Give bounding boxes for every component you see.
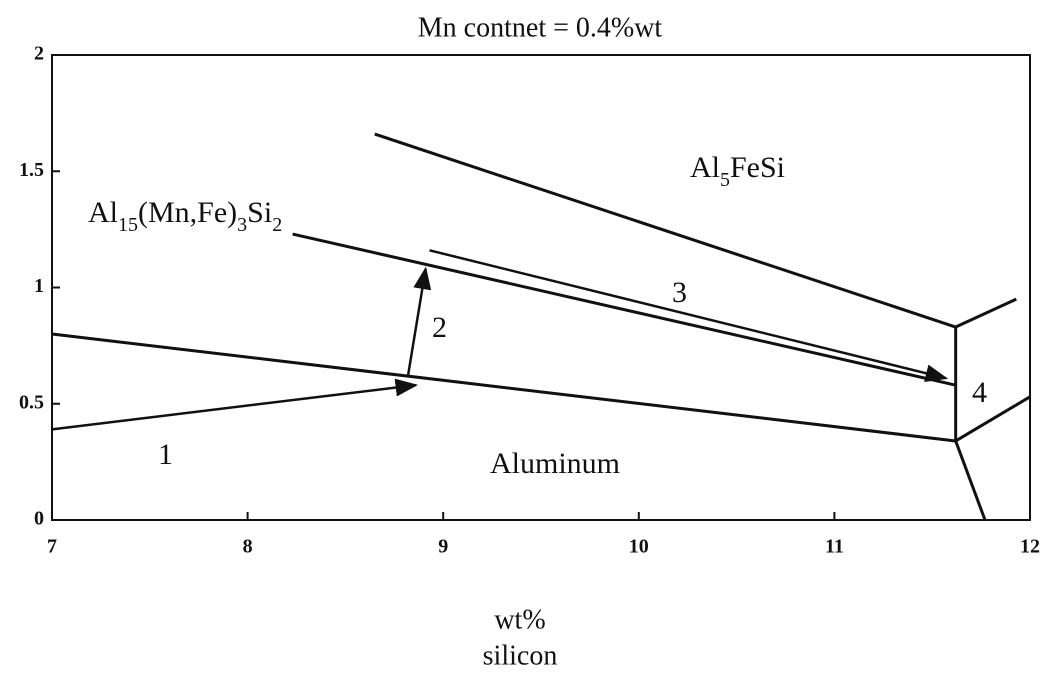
- annotation-part: 1: [158, 438, 173, 471]
- annotation: 1: [158, 438, 173, 471]
- annotation-part: Si: [247, 196, 272, 229]
- phase-boundary: [956, 397, 1030, 441]
- y-tick-label: 1.5: [19, 159, 44, 181]
- annotation: 4: [972, 376, 987, 409]
- annotation-part: Al: [690, 151, 720, 184]
- annotation-part: 2: [272, 214, 282, 236]
- phase-boundary: [956, 299, 1017, 327]
- arrow: [430, 250, 946, 378]
- annotation-part: Aluminum: [490, 447, 620, 480]
- y-tick-label: 0: [34, 508, 44, 530]
- annotation: 2: [432, 311, 447, 344]
- y-tick-label: 0.5: [19, 391, 44, 413]
- phase-boundary: [375, 134, 956, 327]
- x-tick-label: 8: [243, 536, 253, 558]
- x-axis-label: wt%: [494, 604, 545, 635]
- x-tick-label: 11: [825, 536, 844, 558]
- chart-title: Mn contnet = 0.4%wt: [418, 12, 663, 43]
- annotation-part: 4: [972, 376, 987, 409]
- y-tick-label: 2: [34, 43, 44, 65]
- x-tick-label: 10: [629, 536, 649, 558]
- annotation-part: FeSi: [730, 151, 785, 184]
- annotation: Al15(Mn,Fe)3Si2: [88, 196, 282, 236]
- annotation-part: 3: [672, 276, 687, 309]
- annotation-part: 2: [432, 311, 447, 344]
- annotation: Al5FeSi: [690, 151, 785, 191]
- annotation-part: 5: [720, 169, 730, 191]
- phase-boundary: [52, 334, 956, 441]
- arrow: [52, 385, 416, 429]
- phase-boundary: [956, 441, 985, 520]
- annotation-part: (Mn,Fe): [138, 196, 237, 229]
- y-tick-label: 1: [34, 275, 44, 297]
- annotation: 3: [672, 276, 687, 309]
- annotation-part: 3: [237, 214, 247, 236]
- phase-boundary: [293, 234, 956, 385]
- annotation-part: 15: [118, 214, 138, 236]
- chart: Mn contnet = 0.4%wt wt% silicon 78910111…: [0, 0, 1042, 674]
- annotation: Aluminum: [490, 447, 620, 480]
- annotation-part: Al: [88, 196, 118, 229]
- x-tick-label: 12: [1020, 536, 1040, 558]
- x-axis-label: silicon: [483, 640, 558, 671]
- x-tick-label: 7: [47, 536, 57, 558]
- arrow: [408, 269, 426, 376]
- x-tick-label: 9: [438, 536, 448, 558]
